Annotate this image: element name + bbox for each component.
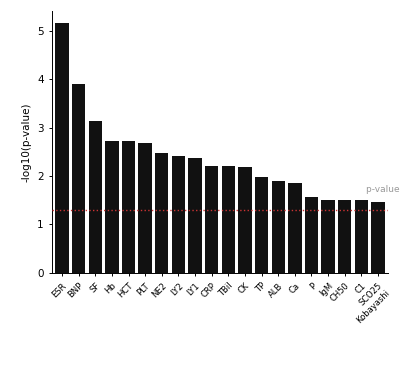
Y-axis label: -log10(p-value): -log10(p-value) bbox=[22, 102, 32, 182]
Bar bbox=[155, 153, 168, 273]
Bar bbox=[355, 200, 368, 273]
Bar bbox=[272, 181, 285, 273]
Bar bbox=[205, 166, 218, 273]
Bar bbox=[322, 200, 335, 273]
Text: p-value < 0.05: p-value < 0.05 bbox=[366, 185, 400, 194]
Bar bbox=[305, 197, 318, 273]
Bar bbox=[72, 85, 85, 273]
Bar bbox=[172, 156, 185, 273]
Bar bbox=[222, 166, 235, 273]
Bar bbox=[138, 143, 152, 273]
Bar bbox=[371, 202, 385, 273]
Bar bbox=[122, 141, 135, 273]
Bar bbox=[55, 23, 69, 273]
Bar bbox=[238, 167, 252, 273]
Bar bbox=[105, 141, 118, 273]
Bar bbox=[88, 121, 102, 273]
Bar bbox=[188, 158, 202, 273]
Bar bbox=[338, 200, 352, 273]
Bar bbox=[288, 183, 302, 273]
Bar bbox=[255, 177, 268, 273]
